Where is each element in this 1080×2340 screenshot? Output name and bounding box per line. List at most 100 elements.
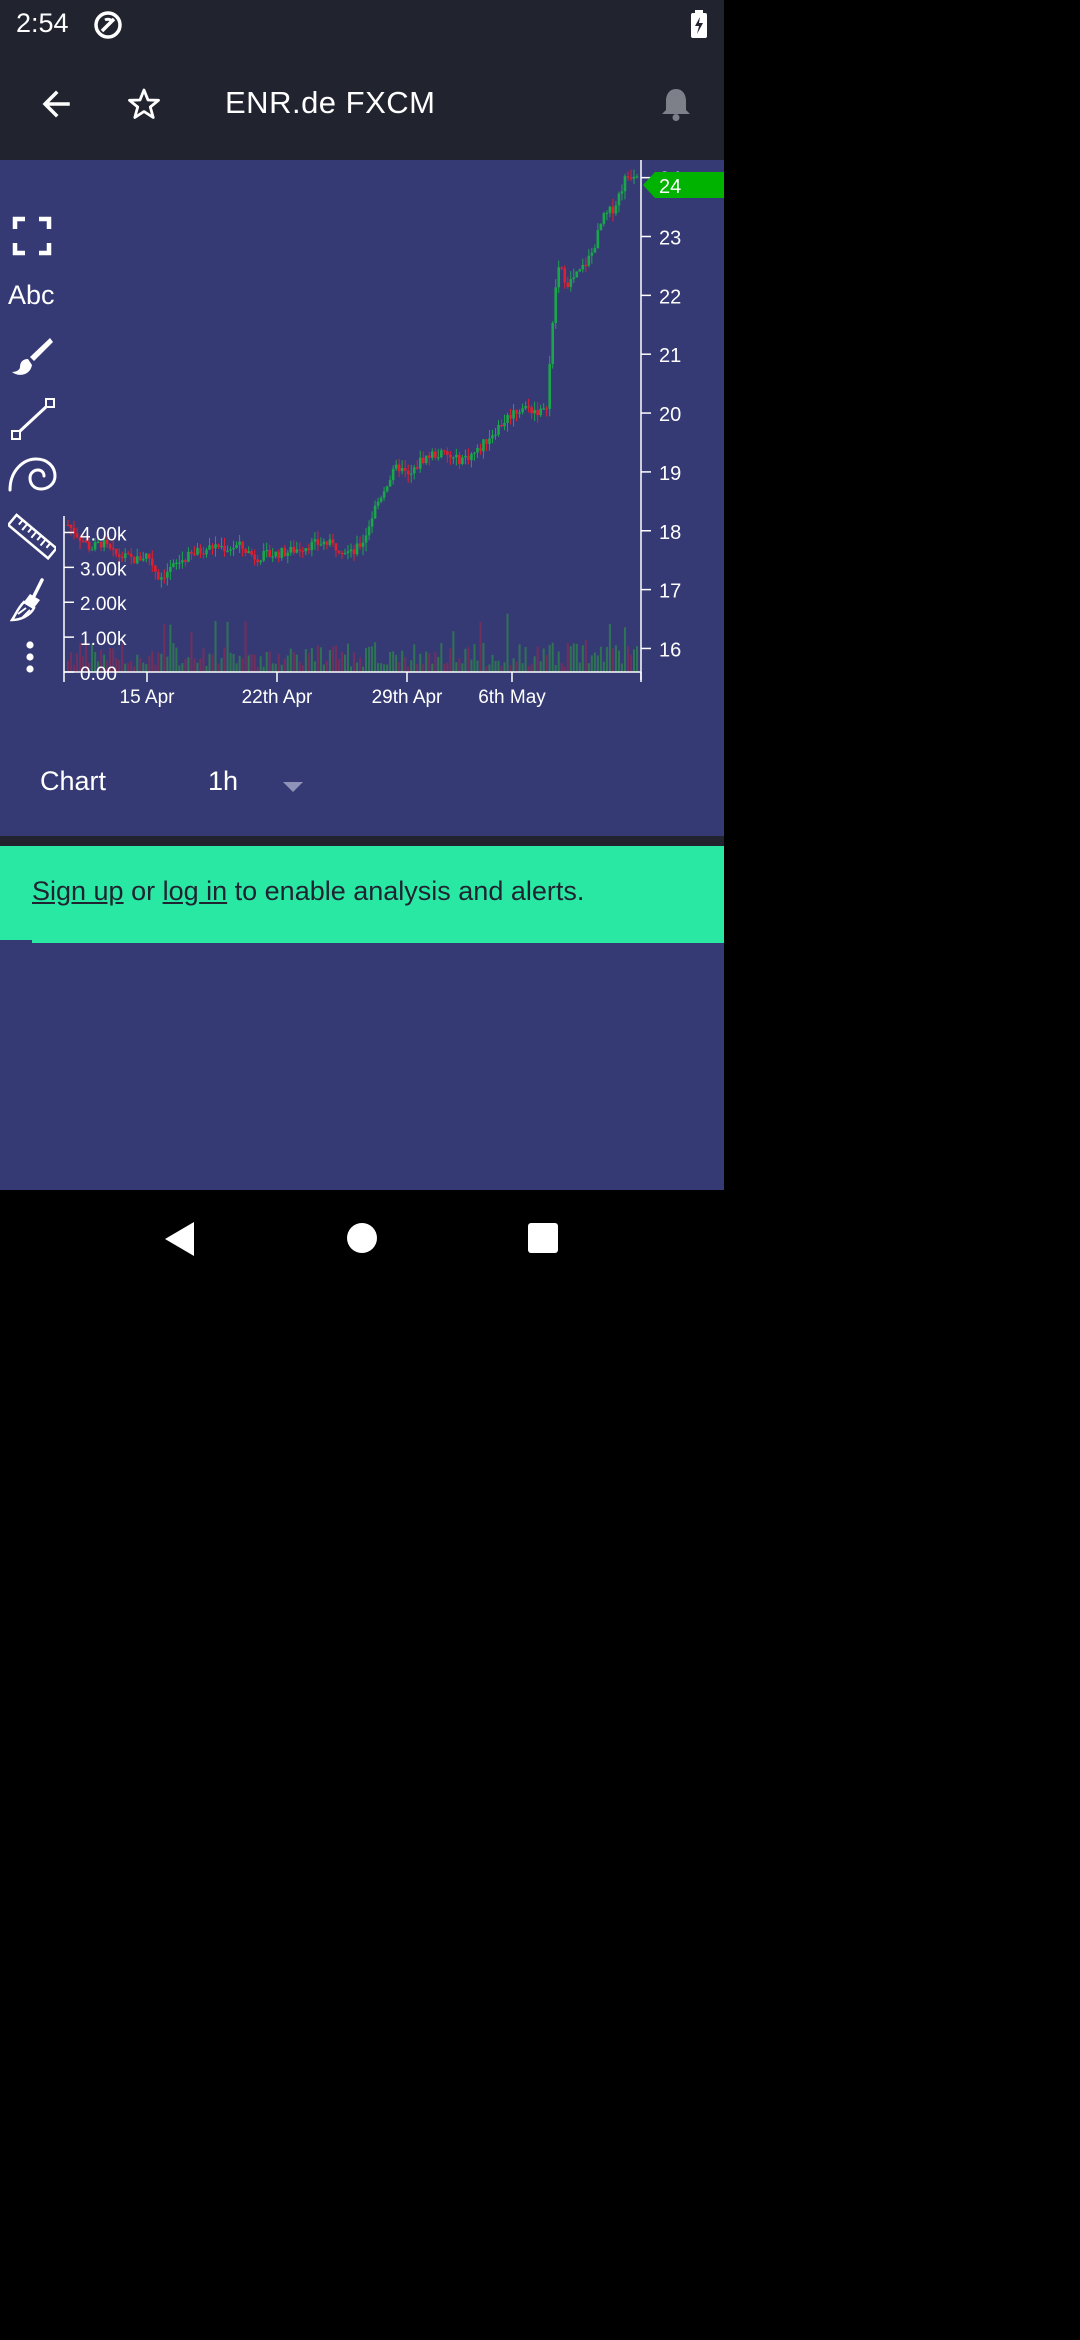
volume-tick-label: 3.00k: [80, 559, 127, 580]
volume-bar: [380, 663, 383, 672]
candle-body: [608, 206, 612, 213]
candle-body: [506, 415, 509, 424]
text-tool-icon[interactable]: Abc: [8, 280, 55, 310]
nav-back-icon[interactable]: [162, 1220, 196, 1258]
volume-bar: [340, 651, 343, 672]
candle-body: [551, 323, 555, 365]
candle-body: [578, 269, 582, 272]
candle-body: [196, 547, 199, 555]
candle-body: [620, 191, 624, 194]
candle-body: [265, 550, 268, 552]
price-tick-label: 18: [659, 522, 681, 544]
signup-link[interactable]: Sign up: [32, 876, 124, 906]
candle-body: [473, 452, 476, 454]
candle-body: [253, 554, 256, 560]
volume-bar: [386, 664, 389, 672]
ruler-icon[interactable]: [8, 512, 56, 562]
candle-body: [132, 556, 136, 564]
candle-body: [364, 535, 368, 543]
candle-body: [307, 548, 311, 551]
volume-bar: [452, 631, 455, 672]
candle-body: [235, 544, 238, 548]
fibonacci-spiral-icon[interactable]: [8, 456, 58, 492]
broom-icon[interactable]: [10, 578, 50, 622]
alert-button[interactable]: [654, 82, 698, 126]
volume-bar: [316, 645, 319, 672]
candle-body: [190, 551, 193, 554]
volume-bar: [70, 652, 73, 672]
interval-select[interactable]: 1h: [208, 766, 239, 796]
candle-body: [259, 560, 262, 563]
price-chart[interactable]: 242322212019181716244.00k3.00k2.00k1.00k…: [0, 160, 724, 720]
time-tick-label: 22th Apr: [242, 687, 313, 708]
volume-bar: [91, 644, 94, 672]
candle-body: [277, 551, 281, 558]
more-vertical-icon[interactable]: [24, 640, 36, 674]
candle-body: [518, 412, 521, 414]
volume-bar: [322, 664, 325, 672]
volume-bar: [515, 661, 518, 672]
volume-bar: [548, 645, 551, 672]
candle-body: [587, 255, 591, 266]
volume-bar: [196, 662, 199, 672]
brush-icon[interactable]: [10, 335, 54, 377]
volume-bar: [109, 648, 112, 672]
volume-bar: [79, 643, 82, 672]
line-tool-icon[interactable]: [10, 396, 56, 442]
volume-bar: [280, 664, 283, 672]
nav-home-icon[interactable]: [346, 1222, 378, 1254]
volume-bar: [368, 646, 371, 672]
volume-bar: [247, 655, 250, 672]
price-tick-label: 19: [659, 463, 681, 485]
volume-bar: [494, 660, 497, 672]
candle-body: [491, 435, 494, 439]
battery-charging-icon: [691, 10, 707, 38]
favorite-button[interactable]: [122, 82, 166, 126]
volume-bar: [346, 643, 349, 672]
candle-body: [250, 551, 253, 555]
candle-body: [193, 553, 196, 555]
candle-body: [331, 539, 335, 544]
volume-bar: [569, 646, 572, 672]
candle-body: [75, 533, 79, 538]
price-tick-label: 23: [659, 228, 681, 250]
candle-body: [572, 277, 576, 280]
fullscreen-icon[interactable]: [12, 216, 52, 256]
back-button[interactable]: [34, 82, 78, 126]
chart-axes: 242322212019181716244.00k3.00k2.00k1.00k…: [63, 160, 724, 708]
candle-body: [590, 252, 594, 256]
volume-bar: [226, 621, 229, 672]
volume-bar: [440, 643, 443, 672]
dropdown-caret-icon[interactable]: [282, 780, 304, 794]
candle-body: [379, 497, 383, 502]
candle-body: [524, 406, 527, 409]
candle-body: [527, 406, 530, 408]
volume-bar: [362, 666, 365, 672]
candle-body: [229, 549, 232, 551]
volume-bar: [157, 652, 160, 672]
nav-recents-icon[interactable]: [527, 1222, 559, 1254]
candle-body: [181, 560, 184, 563]
candle-body: [268, 550, 272, 557]
candle-body: [530, 407, 533, 414]
volume-bar: [422, 663, 425, 672]
volume-bar: [334, 645, 337, 672]
volume-bar: [253, 654, 256, 672]
candle-body: [370, 518, 374, 527]
volume-bar: [178, 665, 181, 672]
login-link[interactable]: log in: [162, 876, 228, 906]
candle-body: [340, 552, 344, 555]
candle-body: [334, 543, 338, 551]
candle-body: [424, 455, 428, 464]
volume-bar: [169, 624, 172, 672]
candle-body: [256, 559, 259, 563]
candle-body: [154, 565, 157, 572]
volume-bar: [85, 642, 88, 672]
sync-icon: [94, 11, 122, 39]
volume-bar: [563, 666, 566, 672]
chart-type-label[interactable]: Chart: [40, 766, 107, 796]
candle-body: [382, 491, 386, 498]
volume-bar: [593, 652, 596, 672]
candle-body: [430, 451, 434, 458]
volume-bar: [292, 651, 295, 672]
